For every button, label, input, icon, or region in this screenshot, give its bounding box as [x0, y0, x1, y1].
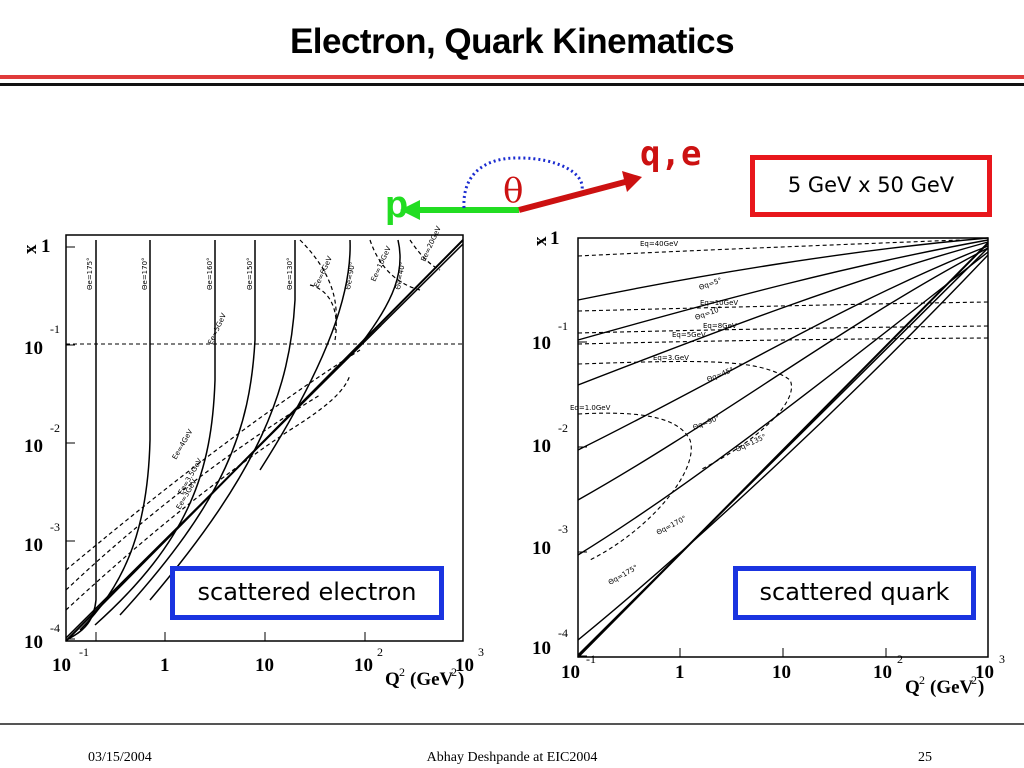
curve-label: Θq=5° — [698, 276, 723, 292]
quark-plot-angle-curves — [577, 237, 989, 641]
curve-label: Eq=3.GeV — [653, 354, 689, 362]
quark-plot-energy-curves — [577, 239, 989, 561]
y-tick-label: 10 — [532, 538, 551, 559]
y-tick-label: 10 — [24, 436, 43, 457]
electron-x-tick-labels: 10 -1 1 10 10 2 10 3 — [52, 645, 484, 676]
x-tick-label: 10 — [772, 662, 791, 683]
curve-label: Θq=170° — [655, 514, 688, 536]
scattered-quark-label: scattered quark — [733, 566, 976, 620]
x-tick-exp: 2 — [377, 645, 383, 659]
electron-plot-frame — [65, 234, 464, 642]
proton-arrowhead — [400, 200, 420, 220]
curve-label: Θq=175° — [607, 563, 639, 586]
x-tick-label: 10 — [561, 662, 580, 683]
y-tick-exp: -1 — [50, 322, 60, 336]
y-tick-exp: -2 — [558, 421, 568, 435]
slide-title: Electron, Quark Kinematics — [289, 22, 735, 61]
y-tick-label: 1 — [41, 236, 51, 257]
quark-y-axis-label: x — [530, 236, 551, 246]
curve-label: Θe=170° — [141, 257, 149, 290]
curve-label: Eq=1.0GeV — [570, 404, 611, 412]
electron-plot-ticks — [66, 246, 464, 641]
x-axis-close: ) — [458, 669, 464, 690]
title-rule-red — [0, 75, 1024, 79]
x-axis-unit: (GeV — [930, 677, 974, 698]
x-tick-label: 10 — [354, 655, 373, 676]
curve-label: Eq=8GeV — [703, 322, 737, 330]
x-tick-exp: -1 — [586, 652, 596, 666]
y-tick-exp: -2 — [50, 421, 60, 435]
y-tick-exp: -4 — [558, 626, 568, 640]
y-tick-label: 10 — [532, 333, 551, 354]
quark-y-tick-labels: 1 10 -1 10 -2 10 -3 10 -4 — [532, 228, 568, 659]
beam-energy-box: 5 GeV x 50 GeV — [750, 155, 992, 217]
footer-author: Abhay Deshpande at EIC2004 — [426, 750, 598, 765]
x-tick-exp: 2 — [897, 652, 903, 666]
angle-arc — [462, 156, 584, 209]
x-axis-sup: 2 — [919, 673, 925, 687]
scattered-label: q,e — [640, 134, 701, 174]
y-tick-exp: -4 — [50, 621, 60, 635]
scattered-arrow — [518, 179, 626, 213]
x-axis-close: ) — [978, 677, 984, 698]
y-tick-label: 10 — [532, 638, 551, 659]
x-tick-label: 1 — [675, 662, 685, 683]
x-tick-exp: 3 — [478, 645, 484, 659]
curve-label: Eq=10GeV — [700, 299, 738, 307]
x-axis-unit: (GeV — [410, 669, 454, 690]
x-tick-label: 10 — [455, 655, 474, 676]
quark-plot-ticks — [577, 237, 989, 657]
y-tick-exp: -3 — [558, 522, 568, 536]
curve-label: Θe=150° — [246, 257, 254, 290]
x-axis-label: Q — [385, 669, 400, 690]
curve-label: Θq=90° — [692, 414, 721, 432]
curve-label: Θq=45° — [706, 366, 735, 384]
curve-label: Eq=5GeV — [672, 331, 706, 339]
footer-rule — [0, 723, 1024, 725]
scattered-electron-label: scattered electron — [170, 566, 444, 620]
x-tick-exp: -1 — [79, 645, 89, 659]
quark-x-axis-title: Q 2 (GeV 2 ) — [905, 673, 984, 698]
electron-plot-curves — [69, 239, 401, 639]
footer-date: 03/15/2004 — [88, 750, 152, 765]
title-rule-black — [0, 83, 1024, 86]
x-tick-label: 10 — [52, 655, 71, 676]
electron-y-tick-labels: 1 10 -1 10 -2 10 -3 10 -4 — [24, 236, 60, 653]
electron-y-axis-label: x — [20, 244, 41, 254]
x-axis-unit-sup: 2 — [451, 665, 457, 679]
theta-label: θ — [503, 171, 523, 211]
electron-plot-energy-curves — [65, 239, 441, 611]
scattered-arrowhead — [622, 171, 642, 192]
footer-page-number: 25 — [918, 750, 932, 765]
y-tick-label: 1 — [550, 228, 560, 249]
y-tick-exp: -1 — [558, 319, 568, 333]
x-tick-label: 10 — [873, 662, 892, 683]
curve-label: Θe=175° — [86, 257, 94, 290]
x-tick-label: 1 — [160, 655, 170, 676]
x-tick-label: 10 — [255, 655, 274, 676]
y-tick-exp: -3 — [50, 520, 60, 534]
y-tick-label: 10 — [24, 338, 43, 359]
x-axis-label: Q — [905, 677, 920, 698]
electron-x-axis-title: Q 2 (GeV 2 ) — [385, 665, 464, 690]
x-axis-unit-sup: 2 — [971, 673, 977, 687]
x-tick-exp: 3 — [999, 652, 1005, 666]
curve-label: Θe=160° — [206, 257, 214, 290]
quark-x-tick-labels: 10 -1 1 10 10 2 10 3 — [561, 652, 1005, 683]
y-tick-label: 10 — [24, 632, 43, 653]
x-tick-label: 10 — [975, 662, 994, 683]
y-tick-label: 10 — [532, 436, 551, 457]
curve-label: Θe=130° — [286, 257, 294, 290]
proton-label: p — [385, 184, 408, 226]
x-axis-sup: 2 — [399, 665, 405, 679]
y-tick-label: 10 — [24, 535, 43, 556]
curve-label: Eq=40GeV — [640, 240, 678, 248]
